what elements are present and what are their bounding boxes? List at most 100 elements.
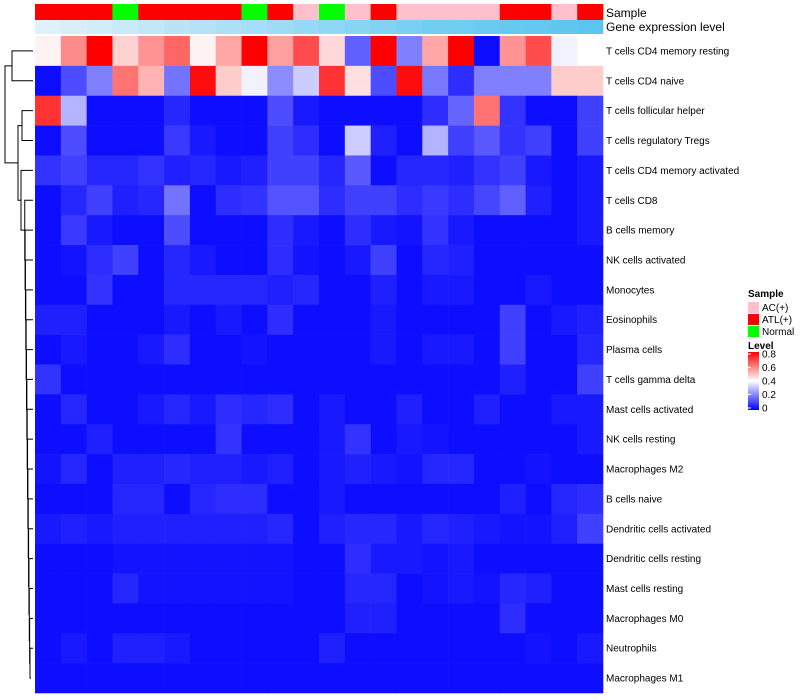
heatmap-cell — [525, 424, 552, 455]
heatmap-cell — [499, 304, 526, 335]
heatmap-cell — [267, 215, 294, 246]
heatmap-cell — [35, 65, 62, 97]
heatmap-cell — [215, 424, 242, 455]
heatmap-cell — [267, 483, 294, 515]
heatmap-cell — [215, 543, 242, 574]
heatmap-cell — [551, 424, 578, 455]
heatmap-cell — [551, 215, 578, 246]
heatmap-cell — [267, 603, 294, 634]
heatmap-cell — [35, 424, 62, 455]
heatmap-cell — [370, 215, 397, 246]
heatmap-cell — [370, 125, 397, 156]
heatmap-cell — [60, 633, 87, 664]
heatmap-cell — [499, 245, 526, 276]
heatmap-cell — [422, 185, 449, 216]
heatmap-cell — [499, 155, 526, 186]
heatmap-cell — [138, 603, 165, 634]
heatmap-cell — [344, 483, 371, 515]
heatmap-cell — [499, 185, 526, 216]
heatmap-cell — [86, 364, 113, 395]
expression-annotation-cell — [370, 20, 397, 34]
heatmap-cell — [551, 663, 578, 694]
heatmap-cell — [215, 36, 242, 67]
row-labels: T cells CD4 memory resting T cells CD4 na… — [606, 46, 739, 684]
heatmap-cell — [577, 274, 604, 306]
heatmap-cell — [86, 65, 113, 97]
heatmap-cell — [112, 155, 139, 186]
heatmap-cell — [396, 483, 423, 515]
heatmap-cell — [86, 155, 113, 186]
heatmap-cell — [577, 334, 604, 365]
heatmap-cell — [422, 274, 449, 306]
sample-annotation-cell — [396, 4, 423, 20]
heatmap-cell — [164, 483, 191, 515]
heatmap-cell — [525, 364, 552, 395]
heatmap-cell — [319, 454, 346, 485]
heatmap-cell — [448, 334, 475, 365]
heatmap-cell — [189, 663, 217, 694]
heatmap-cell — [293, 424, 320, 455]
heatmap-cell — [577, 603, 604, 634]
heatmap-cell — [499, 364, 526, 395]
row-label: Plasma cells — [606, 345, 662, 356]
heatmap-cell — [293, 454, 320, 485]
expression-annotation-cell — [189, 20, 217, 34]
heatmap-cell — [577, 424, 604, 455]
heatmap-cell — [577, 573, 604, 604]
heatmap-cell — [35, 454, 62, 485]
sample-annotation-cell — [293, 4, 320, 20]
heatmap-cell — [241, 513, 268, 544]
row-label: T cells regulatory Tregs — [606, 136, 710, 147]
heatmap-cell — [473, 543, 501, 574]
row-label: T cells gamma delta — [606, 375, 696, 386]
heatmap-cell — [499, 633, 526, 664]
heatmap-cell — [293, 125, 320, 156]
heatmap-cell — [551, 274, 578, 306]
heatmap-cell — [112, 304, 139, 335]
heatmap-cell — [189, 155, 217, 186]
heatmap-cell — [525, 483, 552, 515]
heatmap-cell — [112, 274, 139, 306]
heatmap-cell — [370, 424, 397, 455]
heatmap-cell — [35, 543, 62, 574]
sample-annotation-cell — [35, 4, 62, 20]
heatmap-cell — [215, 364, 242, 395]
heatmap-cell — [551, 65, 578, 97]
heatmap-cell — [344, 663, 371, 694]
row-label: Dendritic cells activated — [606, 524, 711, 535]
heatmap-cells — [35, 36, 604, 694]
expression-annotation-cell — [551, 20, 578, 34]
heatmap-cell — [112, 454, 139, 485]
expression-annotation-cell — [319, 20, 346, 34]
heatmap-cell — [577, 215, 604, 246]
heatmap-cell — [189, 543, 217, 574]
heatmap-cell — [60, 573, 87, 604]
heatmap-cell — [370, 304, 397, 335]
heatmap-cell — [164, 274, 191, 306]
heatmap-cell — [473, 454, 501, 485]
heatmap-cell — [86, 663, 113, 694]
heatmap-cell — [138, 215, 165, 246]
heatmap-cell — [138, 394, 165, 425]
heatmap-cell — [164, 245, 191, 276]
heatmap-cell — [473, 424, 501, 455]
heatmap-cell — [422, 394, 449, 425]
heatmap-cell — [267, 36, 294, 67]
heatmap-cell — [164, 65, 191, 97]
heatmap-cell — [293, 543, 320, 574]
heatmap-cell — [215, 274, 242, 306]
heatmap-cell — [525, 155, 552, 186]
heatmap-cell — [60, 245, 87, 276]
heatmap-cell — [319, 603, 346, 634]
heatmap-cell — [473, 573, 501, 604]
heatmap-cell — [215, 304, 242, 335]
heatmap-cell — [164, 185, 191, 216]
heatmap-cell — [319, 36, 346, 67]
heatmap-cell — [138, 663, 165, 694]
heatmap-cell — [577, 364, 604, 395]
heatmap-cell — [112, 424, 139, 455]
heatmap-cell — [370, 274, 397, 306]
heatmap-cell — [422, 663, 449, 694]
heatmap-cell — [164, 424, 191, 455]
heatmap-cell — [319, 633, 346, 664]
